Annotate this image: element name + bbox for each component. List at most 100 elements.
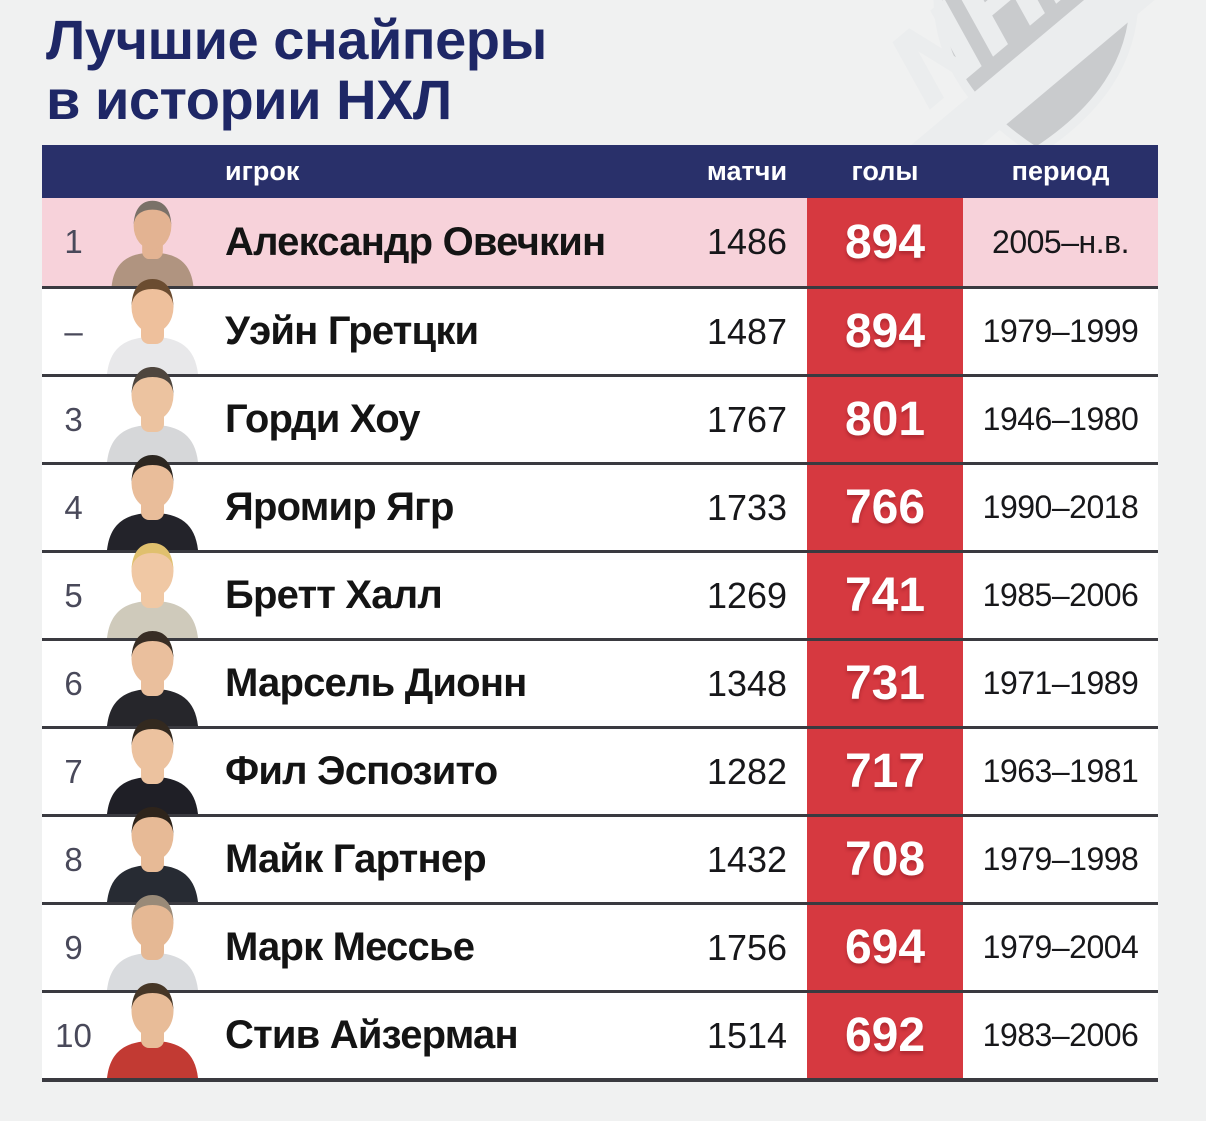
- matches-value: 1269: [706, 574, 788, 616]
- avatar-hair: [131, 983, 174, 1012]
- player-photo-cell: [105, 807, 200, 902]
- header-player: игрок: [225, 156, 300, 186]
- period-value: 1979–2004: [982, 929, 1139, 965]
- player-avatar: [107, 367, 198, 462]
- player-name: Яромир Ягр: [225, 485, 454, 529]
- avatar-face: [131, 985, 174, 1037]
- avatar-shoulders: [107, 337, 198, 374]
- header-goals: голы: [851, 156, 919, 186]
- table-row: 5 Бретт Халл 1269 741 1985–2006: [42, 543, 1158, 638]
- page-title-line1: Лучшие снайперы: [46, 8, 547, 71]
- player-name: Стив Айзерман: [225, 1013, 519, 1057]
- rank-value: 10: [55, 1016, 92, 1054]
- avatar-hair: [131, 807, 174, 836]
- rank-value: 3: [64, 400, 83, 438]
- goals-value: 894: [807, 289, 963, 374]
- period-value: 1979–1999: [982, 313, 1139, 349]
- player-name: Майк Гартнер: [225, 837, 487, 881]
- table-row: 1 Александр Овечкин 1486 894 2005–н.в.: [42, 198, 1158, 286]
- avatar-face: [131, 809, 174, 861]
- player-avatar: [107, 455, 198, 550]
- avatar-shoulders: [107, 777, 198, 814]
- avatar-hair: [131, 719, 174, 748]
- avatar-face: [131, 897, 174, 949]
- goals-value: 694: [807, 905, 963, 990]
- avatar-hair: [131, 367, 174, 396]
- player-name: Фил Эспозито: [225, 749, 498, 793]
- player-avatar: [107, 983, 198, 1078]
- goals-value: 801: [807, 377, 963, 462]
- matches-value: 1486: [706, 221, 788, 262]
- avatar-shoulders: [107, 689, 198, 726]
- table-row: 6 Марсель Дионн 1348 731 1971–1989: [42, 631, 1158, 726]
- player-avatar: [107, 543, 198, 638]
- avatar-hair: [133, 200, 172, 227]
- player-avatar: [107, 719, 198, 814]
- player-avatar: [111, 200, 194, 286]
- goals-value: 692: [807, 993, 963, 1078]
- table-body: 1 Александр Овечкин 1486 894 2005–н.в. –…: [42, 198, 1158, 1078]
- matches-value: 1348: [706, 662, 788, 704]
- period-value: 1983–2006: [982, 1017, 1139, 1053]
- header-period: период: [1011, 156, 1110, 186]
- matches-value: 1514: [706, 1014, 788, 1056]
- avatar-shoulders: [107, 865, 198, 902]
- table-bottom-border: [42, 1078, 1158, 1082]
- goals-value: 894: [807, 198, 963, 286]
- matches-value: 1733: [706, 486, 788, 528]
- nhl-diagonal-band: [873, 0, 1206, 156]
- goals-value: 731: [807, 641, 963, 726]
- avatar-face: [131, 369, 174, 421]
- player-photo-cell: [105, 631, 200, 726]
- period-value: 1971–1989: [982, 665, 1139, 701]
- table-row: 9 Марк Мессье 1756 694 1979–2004: [42, 895, 1158, 990]
- player-photo-cell: [105, 983, 200, 1078]
- page-title: Лучшие снайперы в истории НХЛ: [46, 8, 547, 131]
- rank-value: 4: [64, 488, 83, 526]
- player-photo-cell: [105, 367, 200, 462]
- avatar-shoulders: [107, 953, 198, 990]
- avatar-shoulders: [107, 601, 198, 638]
- rank-value: 6: [64, 664, 83, 702]
- table-row: 10 Стив Айзерман 1514 692 1983–2006: [42, 983, 1158, 1078]
- player-name: Уэйн Гретцки: [225, 309, 479, 353]
- rank-value: 7: [64, 752, 83, 790]
- rank-value: 5: [64, 576, 83, 614]
- period-value: 2005–н.в.: [992, 223, 1129, 260]
- rank-value: 1: [64, 223, 83, 260]
- table-header-row: игрок матчи голы период: [42, 145, 1158, 198]
- avatar-hair: [131, 455, 174, 484]
- matches-value: 1767: [706, 398, 788, 440]
- avatar-shoulders: [107, 425, 198, 462]
- player-name: Бретт Халл: [225, 573, 443, 617]
- player-name: Горди Хоу: [225, 397, 421, 441]
- header-matches: матчи: [706, 156, 788, 186]
- nhl-logo-icon: NHL: [867, 0, 1206, 156]
- table-row: 7 Фил Эспозито 1282 717 1963–1981: [42, 719, 1158, 814]
- matches-value: 1756: [706, 926, 788, 968]
- player-photo-cell: [105, 895, 200, 990]
- goals-value: 708: [807, 817, 963, 902]
- matches-value: 1432: [706, 838, 788, 880]
- player-avatar: [107, 279, 198, 374]
- avatar-face: [131, 545, 174, 597]
- avatar-face: [131, 281, 174, 333]
- avatar-face: [133, 202, 172, 250]
- table-row: – Уэйн Гретцки 1487 894 1979–1999: [42, 279, 1158, 374]
- goals-value: 741: [807, 553, 963, 638]
- avatar-face: [131, 457, 174, 509]
- player-avatar: [107, 895, 198, 990]
- rank-value: –: [64, 312, 83, 350]
- avatar-hair: [131, 895, 174, 924]
- period-value: 1979–1998: [982, 841, 1139, 877]
- avatar-shoulders: [107, 513, 198, 550]
- avatar-hair: [131, 279, 174, 308]
- player-name: Марк Мессье: [225, 925, 475, 969]
- period-value: 1963–1981: [982, 753, 1139, 789]
- avatar-shoulders: [107, 1041, 198, 1078]
- player-avatar: [107, 807, 198, 902]
- player-photo-cell: [105, 543, 200, 638]
- period-value: 1990–2018: [982, 489, 1139, 525]
- rank-value: 8: [64, 840, 83, 878]
- table-row: 4 Яромир Ягр 1733 766 1990–2018: [42, 455, 1158, 550]
